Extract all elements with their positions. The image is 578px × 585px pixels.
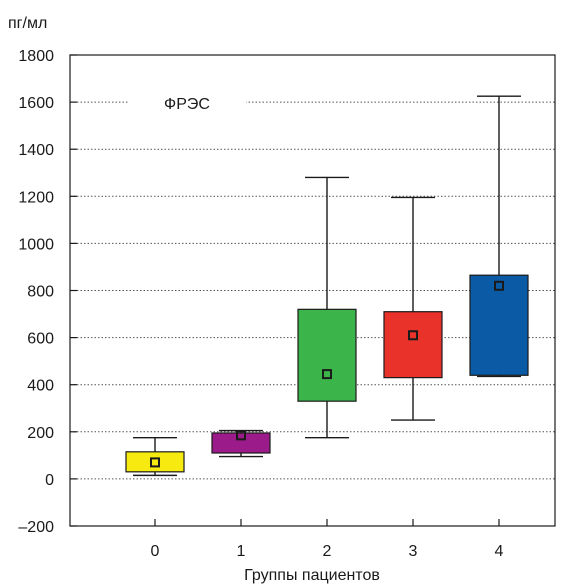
y-tick-label: 1600 [18, 95, 54, 112]
x-tick-labels: 0 1 2 3 4 [151, 543, 504, 560]
annotation-background [128, 90, 246, 114]
box [211, 432, 271, 454]
mean-marker [322, 369, 332, 380]
box-group-1 [211, 429, 271, 458]
x-tick-label: 0 [151, 543, 160, 560]
box [125, 451, 185, 473]
y-tick-label: 0 [45, 472, 54, 489]
y-tick-label: 1400 [18, 142, 54, 159]
mean-marker [236, 430, 246, 441]
x-axis-label: Группы пациентов [244, 567, 380, 584]
y-tick-label: –200 [18, 519, 54, 536]
y-tick-label: 800 [27, 284, 54, 301]
y-tick-label: 1000 [18, 236, 54, 253]
y-tick-label: 600 [27, 331, 54, 348]
chart-annotation: ФРЭС [164, 96, 210, 113]
box-group-3 [383, 196, 443, 421]
box-group-2 [297, 176, 357, 439]
x-tick-label: 4 [495, 543, 504, 560]
box [469, 274, 529, 376]
mean-marker [408, 330, 418, 341]
y-tick-label: 1200 [18, 189, 54, 206]
y-tick-label: 400 [27, 378, 54, 395]
y-tick-label: 200 [27, 425, 54, 442]
x-tick-label: 3 [409, 543, 418, 560]
mean-marker [150, 457, 160, 468]
box [383, 311, 443, 379]
box-group-0 [125, 436, 185, 477]
x-tick-label: 1 [237, 543, 246, 560]
y-axis-label: пг/мл [8, 15, 47, 32]
x-tick-label: 2 [323, 543, 332, 560]
mean-marker [494, 280, 504, 291]
axes [69, 54, 556, 527]
y-tick-label: 1800 [18, 48, 54, 65]
y-tick-labels: –200 0 200 400 600 800 1000 1200 1400 1600 1800 [18, 48, 54, 536]
box [297, 308, 357, 402]
box-group-4 [469, 95, 529, 378]
boxes [125, 95, 529, 477]
